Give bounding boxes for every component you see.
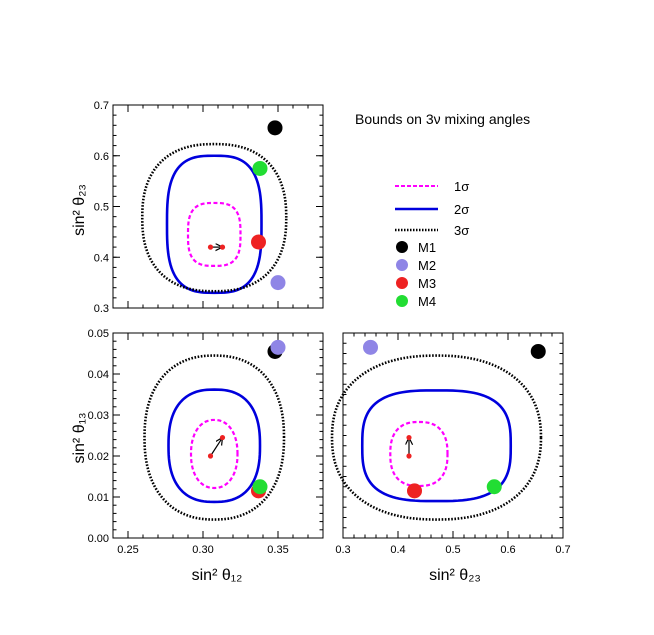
legend: 1σ 2σ 3σ M1 M2 M3 M4 xyxy=(395,179,469,309)
y-tick-label: 0.5 xyxy=(94,202,109,214)
model-point-m3 xyxy=(251,234,266,250)
y-tick-label: 0.6 xyxy=(94,151,109,163)
contour-1sigma xyxy=(389,420,449,488)
best-fit-point xyxy=(207,453,214,459)
legend-m1-label: M1 xyxy=(418,240,436,255)
x-tick-label: 0.4 xyxy=(390,544,405,556)
best-fit-point xyxy=(406,453,412,459)
model-point-m4 xyxy=(252,160,268,176)
x-tick-label: 0.30 xyxy=(192,544,213,556)
panel-s12-s23: 0.3 0.4 0.5 0.6 0.7 xyxy=(94,100,324,315)
best-fit-point xyxy=(207,244,214,250)
y-tick-label: 0.03 xyxy=(88,410,109,422)
panel-frame xyxy=(112,332,324,539)
contour-2sigma xyxy=(167,388,262,504)
best-fit-point xyxy=(219,434,226,441)
x-tick-label: 0.7 xyxy=(555,544,570,556)
best-fit-point xyxy=(406,434,412,441)
x-tick-label: 0.3 xyxy=(335,544,350,556)
contour-2sigma xyxy=(165,154,263,295)
model-point-m2 xyxy=(270,339,286,355)
panels-layer: 0.30.40.50.60.70.000.010.020.030.040.050… xyxy=(88,100,571,556)
y-tick-label: 0.04 xyxy=(88,369,109,381)
panel-s12-s13: 0.00 0.01 0.02 0.03 0.04 0.05 0.25 0.30 0.35 xyxy=(88,328,324,556)
legend-m4-label: M4 xyxy=(418,294,436,309)
model-point-m4 xyxy=(486,479,502,495)
best-fit-arrow xyxy=(209,438,223,457)
model-point-m1 xyxy=(267,120,283,136)
panel1-ylabel: sin² θ₂₃ xyxy=(71,184,88,236)
legend-1sigma-label: 1σ xyxy=(454,179,469,194)
panel3-xlabel: sin² θ₂₃ xyxy=(429,567,481,584)
x-tick-label: 0.35 xyxy=(267,544,288,556)
contour-1sigma xyxy=(186,201,242,267)
x-tick-label: 0.5 xyxy=(445,544,460,556)
legend-m2-marker xyxy=(396,259,408,271)
x-tick-label: 0.6 xyxy=(500,544,515,556)
panel-s23-s13: 0.3 0.4 0.5 0.6 0.7 xyxy=(330,332,571,556)
y-tick-label: 0.3 xyxy=(94,303,109,315)
contour-3sigma xyxy=(143,354,286,521)
contour-3sigma xyxy=(330,354,543,521)
legend-m2-label: M2 xyxy=(418,258,436,273)
y-tick-label: 0.00 xyxy=(88,533,109,545)
legend-3sigma-label: 3σ xyxy=(454,223,469,238)
legend-2sigma-label: 2σ xyxy=(454,202,469,217)
legend-m4-marker xyxy=(396,295,408,307)
model-point-m2 xyxy=(363,339,378,355)
y-tick-label: 0.7 xyxy=(94,100,109,112)
legend-m1-marker xyxy=(396,241,408,253)
y-tick-label: 0.02 xyxy=(88,451,109,463)
contour-3sigma xyxy=(140,142,288,293)
model-point-m3 xyxy=(407,483,422,499)
model-point-m4 xyxy=(252,479,268,495)
y-tick-label: 0.4 xyxy=(94,252,109,264)
contour-2sigma xyxy=(360,389,513,503)
y-tick-label: 0.01 xyxy=(88,492,109,504)
panel2-xlabel: sin² θ₁₂ xyxy=(192,567,243,584)
x-tick-label: 0.25 xyxy=(117,544,138,556)
y-tick-label: 0.05 xyxy=(88,328,109,340)
panel2-ylabel: sin² θ₁₃ xyxy=(71,412,88,463)
best-fit-point xyxy=(219,244,226,250)
panel-frame xyxy=(112,104,324,309)
panel-frame xyxy=(342,332,564,539)
model-point-m1 xyxy=(530,343,546,359)
legend-m3-label: M3 xyxy=(418,276,436,291)
model-point-m2 xyxy=(270,275,286,291)
legend-m3-marker xyxy=(396,277,408,289)
contour-1sigma xyxy=(189,418,239,490)
chart-title: Bounds on 3ν mixing angles xyxy=(355,111,530,127)
